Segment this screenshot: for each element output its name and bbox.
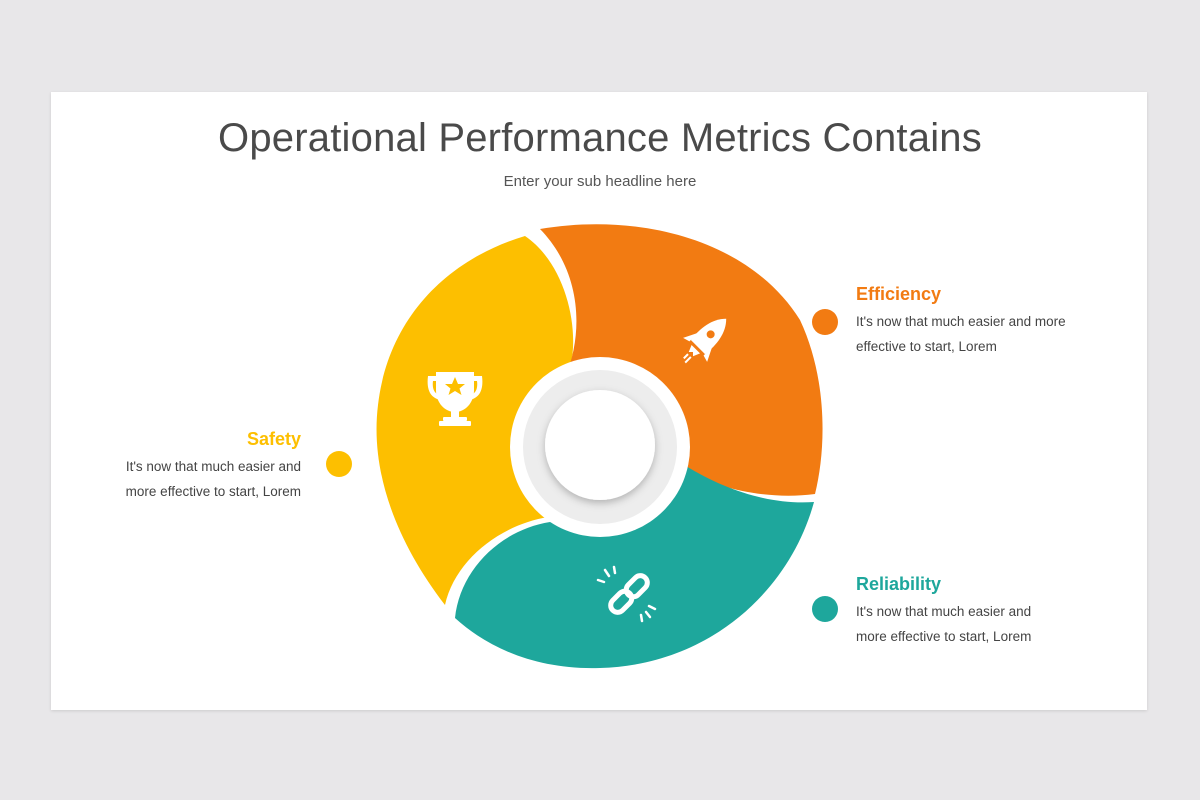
trophy-icon xyxy=(427,372,483,426)
page-subtitle: Enter your sub headline here xyxy=(503,173,697,190)
link-icon xyxy=(608,573,650,615)
safety-title: Safety xyxy=(246,429,301,449)
reliability-desc-line2: more effective to start, Lorem xyxy=(856,629,1032,644)
efficiency-desc-line1: It's now that much easier and more xyxy=(856,314,1066,329)
efficiency-desc-line2: effective to start, Lorem xyxy=(856,339,997,354)
page-title: Operational Performance Metrics Contains xyxy=(218,116,982,160)
rocket-icon xyxy=(683,318,727,364)
reliability-dot xyxy=(812,596,838,622)
center-circle xyxy=(545,390,655,500)
safety-segment[interactable] xyxy=(376,236,574,605)
reliability-desc-line1: It's now that much easier and xyxy=(856,604,1032,619)
link-sparks xyxy=(596,565,657,623)
reliability-title: Reliability xyxy=(856,574,942,594)
efficiency-dot xyxy=(812,309,838,335)
safety-desc-line2: more effective to start, Lorem xyxy=(125,484,301,499)
reliability-segment[interactable] xyxy=(455,466,814,669)
efficiency-segment[interactable] xyxy=(540,224,823,496)
safety-desc-line1: It's now that much easier and xyxy=(125,459,301,474)
efficiency-title: Efficiency xyxy=(856,284,942,304)
safety-dot xyxy=(326,451,352,477)
